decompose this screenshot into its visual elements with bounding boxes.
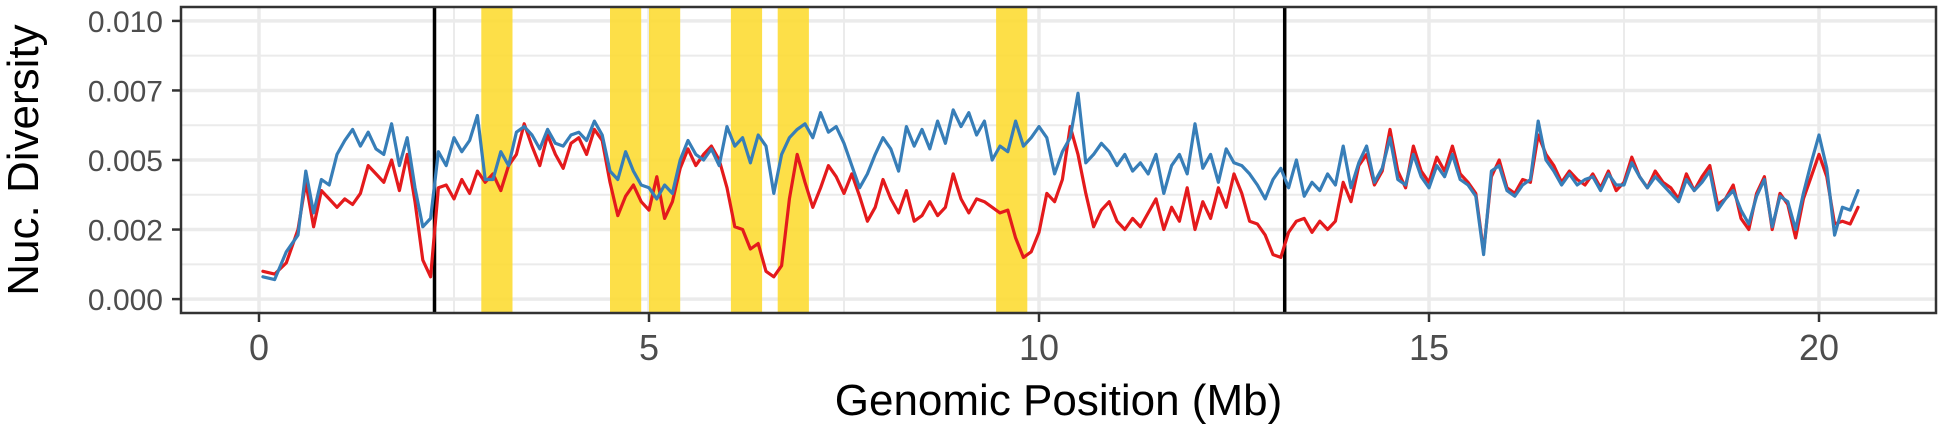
y-tick-label: 0.000 (88, 284, 163, 317)
highlight-region (730, 7, 763, 313)
vertical-markers (432, 7, 1287, 313)
highlight-region (996, 7, 1028, 313)
x-tick-label: 15 (1409, 327, 1449, 368)
y-tick-label: 0.005 (88, 145, 163, 178)
highlight-regions (481, 7, 1028, 313)
x-axis-title: Genomic Position (Mb) (835, 376, 1282, 425)
x-tick-label: 5 (639, 327, 659, 368)
x-tick-label: 0 (249, 327, 269, 368)
series-layer (261, 91, 1860, 282)
y-tick-label: 0.010 (88, 6, 163, 39)
y-tick-label: 0.002 (88, 215, 163, 248)
series-line-blue (261, 91, 1860, 282)
y-tick-label: 0.007 (88, 75, 163, 108)
x-axis-ticks: 0 5 10 15 20 (249, 313, 1839, 368)
highlight-region (610, 7, 642, 313)
x-tick-label: 20 (1799, 327, 1839, 368)
x-tick-label: 10 (1019, 327, 1059, 368)
highlight-region (649, 7, 681, 313)
y-axis-ticks: 0.000 0.002 0.005 0.007 0.010 (88, 6, 181, 317)
y-axis-title: Nuc. Diversity (0, 24, 48, 295)
